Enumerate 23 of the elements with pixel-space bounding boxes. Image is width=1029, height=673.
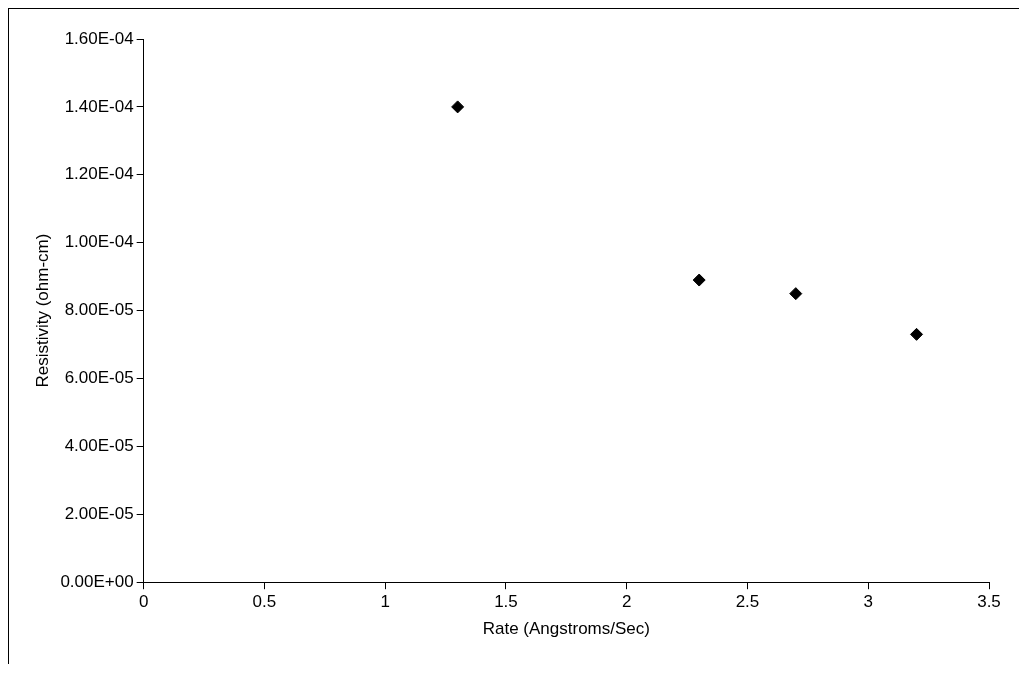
x-tick-label: 3 [863, 592, 873, 612]
y-tick-label: 6.00E-05 [64, 368, 134, 388]
x-tick-label: 2.5 [735, 592, 760, 612]
x-tick-label: 1 [380, 592, 390, 612]
y-tick-label: 8.00E-05 [64, 300, 134, 320]
x-axis-title: Rate (Angstroms/Sec) [482, 619, 650, 639]
x-tick-label: 0 [138, 592, 149, 612]
x-tick-label: 3.5 [977, 592, 1001, 612]
y-tick-label: 0.00E+00 [60, 571, 134, 591]
y-tick-label: 4.00E-05 [64, 436, 134, 456]
y-tick-label: 1.40E-04 [64, 96, 134, 116]
point [692, 273, 706, 287]
y-tick-label: 2.00E-05 [64, 503, 134, 523]
y-tick-label: 1.00E-04 [64, 232, 134, 252]
x-tick-label: 2 [621, 592, 632, 612]
point [910, 327, 924, 341]
y-tick-label: 1.20E-04 [64, 164, 134, 184]
x-tick-label: 0.5 [252, 592, 277, 612]
x-tick-label: 1.5 [494, 592, 518, 612]
y-tick-label: 1.60E-04 [64, 28, 134, 48]
y-axis-title: Resistivity (ohm-cm) [32, 233, 52, 388]
point [789, 287, 803, 301]
point [451, 100, 465, 114]
